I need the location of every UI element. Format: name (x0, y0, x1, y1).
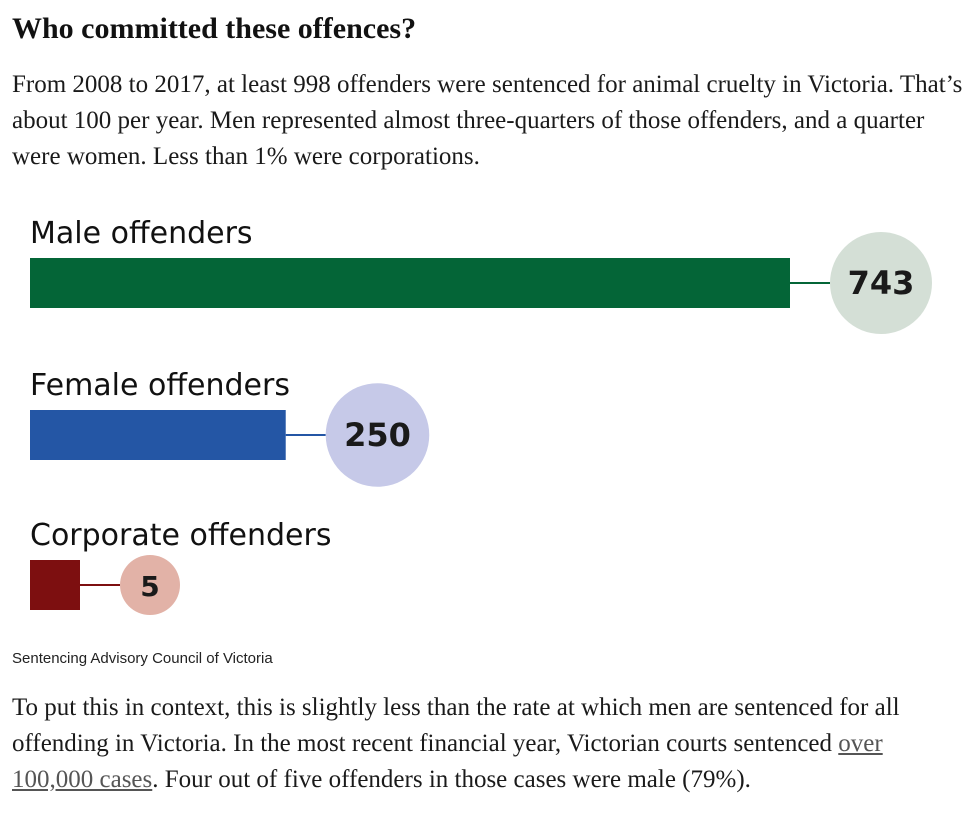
context-text-after: . Four out of five offenders in those ca… (152, 766, 751, 793)
female-offenders-label: Female offenders (30, 368, 290, 403)
male-offenders-label: Male offenders (30, 216, 253, 251)
chart-source: Sentencing Advisory Council of Victoria (12, 650, 273, 667)
corporate-offenders-label: Corporate offenders (30, 518, 331, 553)
female-offenders-value-label: 250 (344, 416, 411, 454)
male-offenders-value-bubble (830, 232, 932, 334)
corporate-offenders-bar (30, 560, 80, 610)
male-offenders-bar (30, 258, 790, 308)
section-heading: Who committed these offences? (12, 12, 417, 45)
corporate-offenders-value-bubble (120, 555, 180, 615)
male-offenders-value-label: 743 (848, 264, 915, 302)
context-text-before: To put this in context, this is slightly… (12, 694, 900, 757)
over-100000-cases-link[interactable]: over 100,000 cases (12, 730, 883, 793)
offenders-bar-chart: Male offenders 743 Female offenders 250 Corp… (30, 216, 932, 615)
corporate-offenders-value-label: 5 (140, 570, 159, 603)
female-offenders-bar (30, 410, 286, 460)
intro-paragraph: From 2008 to 2017, at least 998 offender… (12, 71, 963, 170)
context-paragraph: To put this in context, this is slightly… (12, 690, 967, 798)
female-offenders-value-bubble (325, 383, 430, 487)
